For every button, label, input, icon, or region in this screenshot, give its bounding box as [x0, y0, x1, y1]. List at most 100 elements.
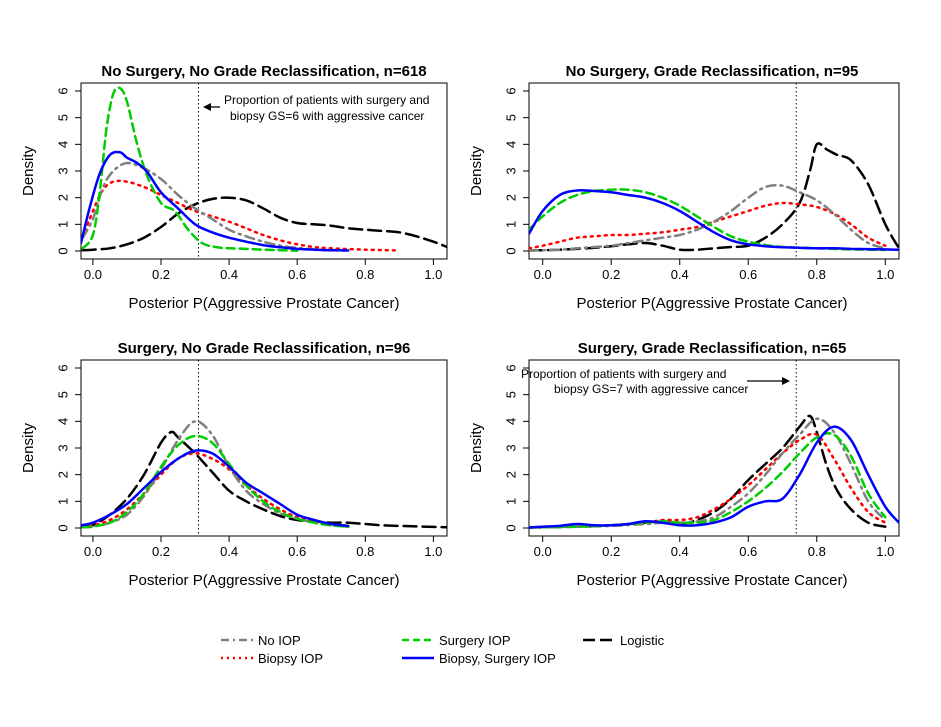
y-tick-label: 2 — [55, 194, 70, 201]
series-line-surgery-iop — [81, 86, 299, 252]
panel-title: Surgery, Grade Reclassification, n=65 — [578, 340, 847, 357]
x-tick-label: 0.6 — [288, 267, 306, 282]
y-tick-label: 1 — [503, 498, 518, 505]
legend-entry-surgery-iop: Surgery IOP — [402, 633, 511, 648]
x-tick-label: 0.4 — [220, 267, 238, 282]
y-tick-label: 3 — [55, 167, 70, 174]
x-axis-label: Posterior P(Aggressive Prostate Cancer) — [129, 295, 400, 312]
y-tick-label: 1 — [503, 221, 518, 228]
y-tick-label: 5 — [55, 391, 70, 398]
y-tick-label: 5 — [503, 391, 518, 398]
x-tick-label: 0.2 — [152, 544, 170, 559]
series-line-biopsy-surgery-iop — [81, 449, 350, 528]
x-tick-label: 0.6 — [739, 544, 757, 559]
x-tick-label: 0.4 — [671, 267, 689, 282]
x-tick-label: 1.0 — [876, 267, 894, 282]
annotation-line-2: biopsy GS=6 with aggressive cancer — [230, 109, 424, 123]
x-tick-label: 1.0 — [424, 544, 442, 559]
panel-title: Surgery, No Grade Reclassification, n=96 — [118, 340, 411, 357]
x-tick-label: 0.8 — [808, 267, 826, 282]
y-tick-label: 3 — [503, 167, 518, 174]
y-tick-label: 2 — [503, 194, 518, 201]
x-tick-label: 0.0 — [84, 544, 102, 559]
y-axis-label: Density — [20, 145, 37, 196]
y-tick-label: 6 — [55, 87, 70, 94]
legend-entry-biopsy-iop: Biopsy IOP — [221, 651, 323, 666]
y-tick-label: 6 — [503, 364, 518, 371]
x-tick-label: 0.0 — [534, 544, 552, 559]
legend-entry-no-iop: No IOP — [221, 633, 301, 648]
x-tick-label: 0.8 — [356, 544, 374, 559]
legend-entry-logistic: Logistic — [583, 633, 665, 648]
panel-surgery-no-grade-reclass: Surgery, No Grade Reclassification, n=96… — [20, 340, 448, 589]
series-line-biopsy-iop — [529, 201, 887, 250]
x-tick-label: 1.0 — [876, 544, 894, 559]
series-line-biopsy-iop — [81, 179, 401, 252]
series-line-logistic — [529, 142, 899, 252]
y-tick-label: 1 — [55, 221, 70, 228]
series-line-logistic — [81, 196, 447, 252]
y-tick-label: 4 — [55, 418, 70, 425]
x-tick-label: 0.0 — [84, 267, 102, 282]
panel-title: No Surgery, Grade Reclassification, n=95 — [566, 63, 859, 80]
series-line-biopsy-surgery-iop — [529, 188, 899, 251]
panel-title: No Surgery, No Grade Reclassification, n… — [101, 63, 426, 80]
series-line-no-iop — [81, 161, 350, 252]
series-line-no-iop — [529, 417, 887, 529]
y-tick-label: 6 — [55, 364, 70, 371]
annotation-line-1: Proportion of patients with surgery and — [521, 367, 726, 381]
y-axis-label: Density — [468, 422, 485, 473]
x-tick-label: 0.4 — [671, 544, 689, 559]
series-line-logistic — [529, 414, 887, 529]
y-tick-label: 4 — [503, 418, 518, 425]
y-tick-label: 0 — [503, 247, 518, 254]
series-line-surgery-iop — [81, 434, 350, 529]
x-tick-label: 1.0 — [424, 267, 442, 282]
y-axis-label: Density — [468, 145, 485, 196]
panel-surgery-grade-reclass: Surgery, Grade Reclassification, n=65 Po… — [468, 340, 900, 589]
y-tick-label: 2 — [503, 471, 518, 478]
x-tick-label: 0.8 — [356, 267, 374, 282]
x-tick-label: 0.2 — [602, 267, 620, 282]
y-tick-label: 3 — [55, 444, 70, 451]
legend-label: Logistic — [620, 633, 665, 648]
annotation-line-1: Proportion of patients with surgery and — [224, 93, 429, 107]
series-line-logistic — [81, 430, 447, 529]
y-tick-label: 1 — [55, 498, 70, 505]
series-line-biopsy-surgery-iop — [81, 150, 350, 252]
x-axis-label: Posterior P(Aggressive Prostate Cancer) — [577, 572, 848, 589]
y-tick-label: 0 — [55, 247, 70, 254]
x-tick-label: 0.4 — [220, 544, 238, 559]
series-line-surgery-iop — [529, 188, 887, 252]
legend-entry-biopsy-surgery-iop: Biopsy, Surgery IOP — [402, 651, 556, 666]
legend-label: Biopsy, Surgery IOP — [439, 651, 556, 666]
x-tick-label: 0.2 — [602, 544, 620, 559]
y-tick-label: 3 — [503, 444, 518, 451]
series-line-biopsy-surgery-iop — [529, 425, 899, 529]
x-axis-label: Posterior P(Aggressive Prostate Cancer) — [577, 295, 848, 312]
annotation-arrow-head — [782, 377, 790, 385]
x-tick-label: 0.6 — [739, 267, 757, 282]
y-tick-label: 5 — [55, 114, 70, 121]
panel-no-surgery-grade-reclass: No Surgery, Grade Reclassification, n=95… — [468, 63, 900, 312]
y-tick-label: 6 — [503, 87, 518, 94]
y-tick-label: 2 — [55, 471, 70, 478]
annotation-line-2: biopsy GS=7 with aggressive cancer — [554, 382, 748, 396]
legend-label: Biopsy IOP — [258, 651, 323, 666]
y-axis-label: Density — [20, 422, 37, 473]
x-tick-label: 0.8 — [808, 544, 826, 559]
x-tick-label: 0.6 — [288, 544, 306, 559]
y-tick-label: 0 — [55, 524, 70, 531]
annotation-arrow-head — [203, 103, 211, 111]
series-line-no-iop — [529, 183, 887, 252]
panel-no-surgery-no-grade-reclass: No Surgery, No Grade Reclassification, n… — [20, 63, 448, 312]
legend: No IOP Biopsy IOP Surgery IOP Biopsy, Su… — [221, 633, 665, 666]
x-tick-label: 0.0 — [534, 267, 552, 282]
y-tick-label: 4 — [503, 141, 518, 148]
x-tick-label: 0.2 — [152, 267, 170, 282]
legend-label: No IOP — [258, 633, 301, 648]
y-tick-label: 4 — [55, 141, 70, 148]
y-tick-label: 0 — [503, 524, 518, 531]
x-axis-label: Posterior P(Aggressive Prostate Cancer) — [129, 572, 400, 589]
